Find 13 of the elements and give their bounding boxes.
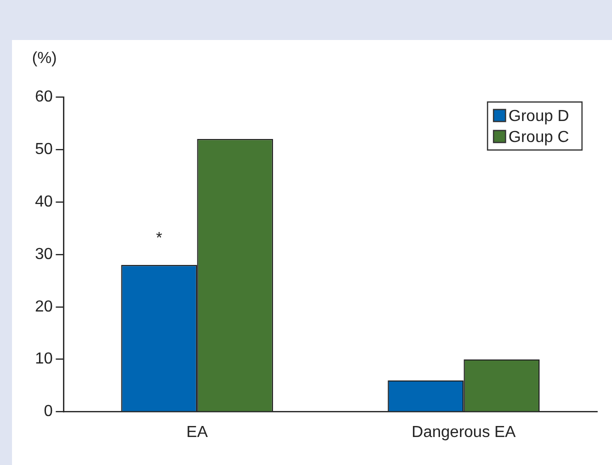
y-tick-label: 60 <box>35 88 53 106</box>
annotation: * <box>156 230 162 248</box>
x-tick-label: Dangerous EA <box>412 424 516 441</box>
legend-label: Group D <box>508 108 569 125</box>
x-tick-label: EA <box>186 424 208 441</box>
y-tick-label: 10 <box>35 350 53 368</box>
y-tick-label: 30 <box>35 246 53 263</box>
legend-label: Group C <box>508 128 569 146</box>
y-tick-label: 50 <box>35 140 53 158</box>
y-tick-label: 40 <box>35 193 53 210</box>
y-tick-label: 20 <box>35 298 53 316</box>
y-tick-label: 0 <box>44 403 53 420</box>
y-axis-title: (%) <box>32 50 57 68</box>
